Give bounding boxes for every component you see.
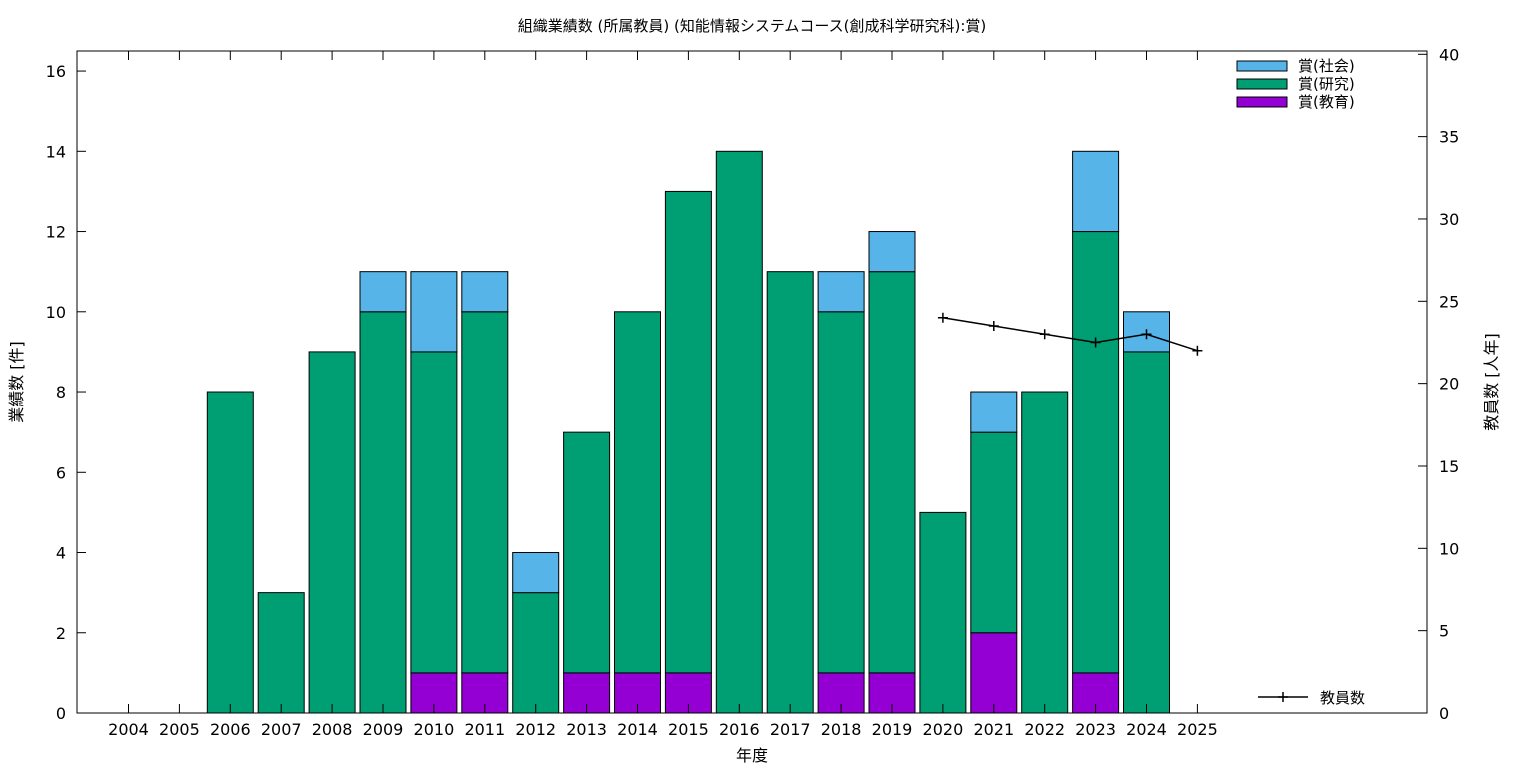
bar-segment-s2-2010 [410, 271, 458, 353]
x-tick-label: 2025 [1177, 720, 1218, 739]
bar-segment-s1-2009 [359, 311, 407, 714]
bar-segment-s1-2014 [614, 311, 661, 674]
y-tick-label: 12 [46, 223, 66, 242]
legend: 賞(社会)賞(研究)賞(教育) 教員数 [1236, 57, 1365, 707]
y2-tick-label: 15 [1439, 457, 1459, 476]
chart-title: 組織業績数 (所属教員) (知能情報システムコース(創成科学研究科):賞) [518, 17, 987, 35]
bar-segment-s1-2008 [308, 351, 356, 714]
bar-segment-s2-2012 [512, 552, 560, 594]
y2-axis-label: 教員数 [人年] [1482, 333, 1501, 431]
y2-tick-label: 35 [1439, 128, 1459, 147]
staff-count-point-2023 [1090, 337, 1101, 348]
x-tick-label: 2020 [923, 720, 964, 739]
legend-line-marker [1278, 692, 1288, 702]
legend-line-label: 教員数 [1320, 689, 1365, 707]
y2-tick-label: 40 [1439, 45, 1459, 64]
bar-segment-s1-2013 [563, 431, 611, 674]
legend-label: 賞(社会) [1298, 57, 1355, 75]
bar-segment-s0-2021 [970, 632, 1018, 714]
x-tick-label: 2012 [515, 720, 556, 739]
x-tick-label: 2018 [821, 720, 862, 739]
legend-label: 賞(教育) [1298, 93, 1355, 111]
x-tick-label: 2014 [617, 720, 658, 739]
y-axis-label: 業績数 [件] [7, 341, 26, 423]
bar-segment-s1-2010 [410, 351, 458, 674]
bar-segment-s1-2019 [868, 271, 916, 674]
x-tick-label: 2004 [108, 720, 149, 739]
legend-swatch-2 [1236, 60, 1288, 72]
bar-segment-s1-2020 [919, 511, 967, 714]
x-tick-label: 2010 [414, 720, 455, 739]
x-axis-label: 年度 [736, 746, 768, 765]
bar-segment-s1-2021 [970, 431, 1018, 634]
legend-label: 賞(研究) [1298, 75, 1355, 93]
x-tick-label: 2019 [872, 720, 913, 739]
y2-tick-label: 10 [1439, 539, 1459, 558]
bar-segment-s1-2007 [257, 592, 305, 714]
bar-segment-s1-2022 [1021, 391, 1069, 714]
bar-segment-s2-2023 [1072, 150, 1120, 233]
bar-segment-s2-2009 [359, 271, 407, 313]
bar-segment-s2-2021 [970, 391, 1018, 433]
bar-segment-s1-2024 [1123, 351, 1170, 714]
legend-swatch-1 [1236, 78, 1288, 90]
x-tick-label: 2016 [719, 720, 760, 739]
bar-segment-s1-2018 [817, 311, 865, 674]
x-tick-label: 2024 [1126, 720, 1167, 739]
y-tick-label: 10 [46, 303, 66, 322]
y-tick-label: 0 [56, 704, 66, 723]
staff-count-point-2020 [937, 312, 948, 323]
bar-segment-s2-2018 [817, 271, 865, 313]
x-tick-label: 2008 [312, 720, 353, 739]
staff-count-point-2025 [1192, 345, 1203, 356]
bar-segment-s1-2015 [664, 190, 712, 674]
y2-tick-label: 0 [1439, 704, 1449, 723]
y2-tick-label: 30 [1439, 210, 1459, 229]
bar-segment-s1-2023 [1072, 231, 1120, 674]
bar-segment-s1-2012 [512, 592, 560, 714]
y-tick-label: 14 [46, 142, 66, 161]
bar-segment-s1-2006 [206, 391, 254, 714]
staff-count-point-2022 [1039, 329, 1050, 340]
bars-layer [206, 150, 1170, 714]
y-tick-label: 2 [56, 624, 66, 643]
y2-tick-label: 25 [1439, 292, 1459, 311]
x-tick-label: 2009 [363, 720, 404, 739]
y-tick-label: 16 [46, 62, 66, 81]
y-tick-label: 8 [56, 383, 66, 402]
x-tick-label: 2022 [1024, 720, 1065, 739]
bar-segment-s1-2011 [461, 311, 509, 674]
staff-count-point-2021 [988, 321, 999, 332]
y-tick-label: 4 [56, 544, 66, 563]
x-tick-label: 2015 [668, 720, 709, 739]
x-tick-label: 2007 [261, 720, 302, 739]
legend-swatch-0 [1236, 96, 1288, 108]
bar-segment-s2-2019 [868, 231, 916, 273]
bar-segment-s1-2016 [715, 150, 763, 714]
bar-segment-s1-2017 [766, 271, 814, 714]
x-tick-label: 2006 [210, 720, 251, 739]
x-tick-label: 2005 [159, 720, 200, 739]
y2-tick-label: 20 [1439, 375, 1459, 394]
x-tick-label: 2017 [770, 720, 811, 739]
plot-frame [76, 50, 1428, 714]
x-tick-label: 2013 [566, 720, 607, 739]
x-tick-label: 2023 [1075, 720, 1116, 739]
x-tick-label: 2011 [464, 720, 505, 739]
bar-segment-s2-2011 [461, 271, 509, 313]
x-tick-label: 2021 [973, 720, 1014, 739]
y-tick-label: 6 [56, 463, 66, 482]
staff-count-point-2024 [1141, 329, 1152, 340]
line-layer [937, 312, 1203, 356]
y2-tick-label: 5 [1439, 622, 1449, 641]
staff-count-line [942, 317, 1198, 352]
